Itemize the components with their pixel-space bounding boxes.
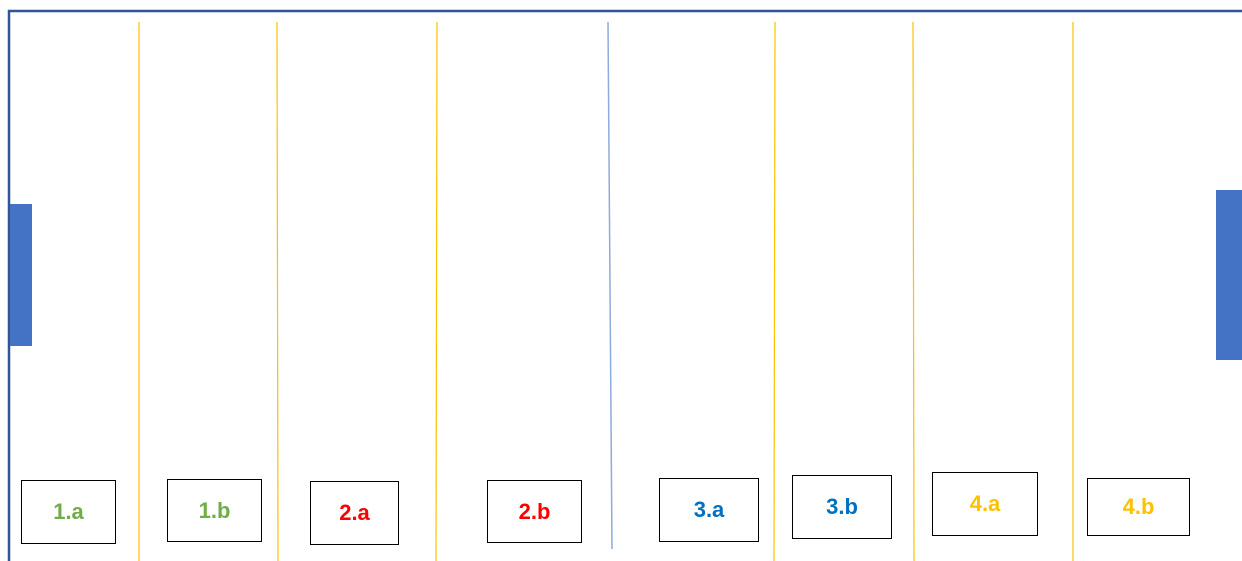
zone-label-3b: 3.b [792, 475, 892, 539]
zone-label-1a: 1.a [21, 480, 116, 544]
zone-label-1b: 1.b [167, 479, 262, 542]
zone-label-text: 4.b [1122, 494, 1155, 519]
left-goal [10, 204, 32, 346]
zone-label-text: 4.a [969, 491, 1001, 516]
lane-divider-4 [773, 21, 776, 561]
zone-label-2a: 2.a [310, 481, 399, 545]
zone-label-text: 1.a [53, 499, 84, 524]
zone-label-text: 2.a [339, 500, 370, 525]
zone-label-text: 3.a [693, 497, 725, 522]
lane-divider-3 [435, 21, 438, 561]
zone-label-text: 3.b [826, 494, 858, 519]
zone-label-text: 2.b [518, 498, 551, 524]
right-goal [1216, 190, 1242, 360]
zone-label-2b: 2.b [487, 480, 582, 543]
lane-divider-5 [912, 21, 915, 561]
center-line [607, 21, 613, 550]
zone-label-text: 1.b [198, 497, 231, 523]
lane-divider-2 [276, 21, 279, 561]
zone-label-4a: 4.a [932, 472, 1038, 536]
zone-label-4b: 4.b [1087, 478, 1190, 536]
zone-label-3a: 3.a [659, 478, 759, 542]
